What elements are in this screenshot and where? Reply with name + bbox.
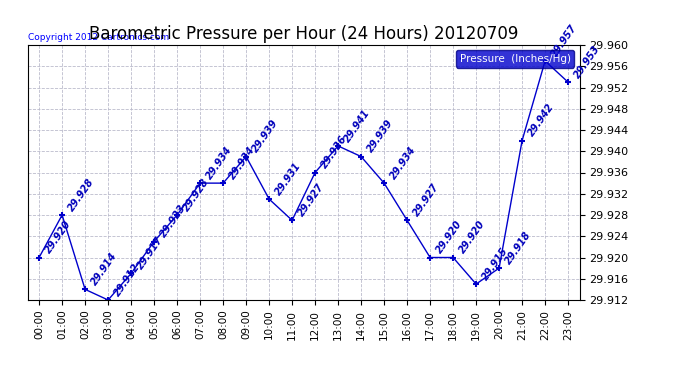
Text: 29.957: 29.957 [549,22,579,59]
Text: 29.914: 29.914 [89,251,119,287]
Text: 29.939: 29.939 [365,118,395,154]
Text: 29.917: 29.917 [135,235,165,271]
Text: 29.931: 29.931 [273,160,303,197]
Text: 29.942: 29.942 [526,102,556,138]
Text: 29.928: 29.928 [181,176,211,213]
Text: Copyright 2012 Cartronics.com: Copyright 2012 Cartronics.com [28,33,169,42]
Text: 29.934: 29.934 [388,144,418,181]
Text: 29.918: 29.918 [503,230,533,266]
Title: Barometric Pressure per Hour (24 Hours) 20120709: Barometric Pressure per Hour (24 Hours) … [89,26,518,44]
Text: 29.920: 29.920 [457,219,487,255]
Text: 29.936: 29.936 [319,134,349,170]
Text: 29.953: 29.953 [572,44,602,80]
Text: 29.920: 29.920 [434,219,464,255]
Text: 29.915: 29.915 [480,246,510,282]
Text: 29.927: 29.927 [411,182,441,218]
Text: 29.927: 29.927 [296,182,326,218]
Text: 29.941: 29.941 [342,107,372,144]
Text: 29.934: 29.934 [204,144,234,181]
Text: 29.923: 29.923 [158,203,188,239]
Legend: Pressure  (Inches/Hg): Pressure (Inches/Hg) [456,50,574,68]
Text: 29.928: 29.928 [66,176,96,213]
Text: 29.920: 29.920 [43,219,73,255]
Text: 29.912: 29.912 [112,261,142,298]
Text: 29.934: 29.934 [227,144,257,181]
Text: 29.939: 29.939 [250,118,280,154]
